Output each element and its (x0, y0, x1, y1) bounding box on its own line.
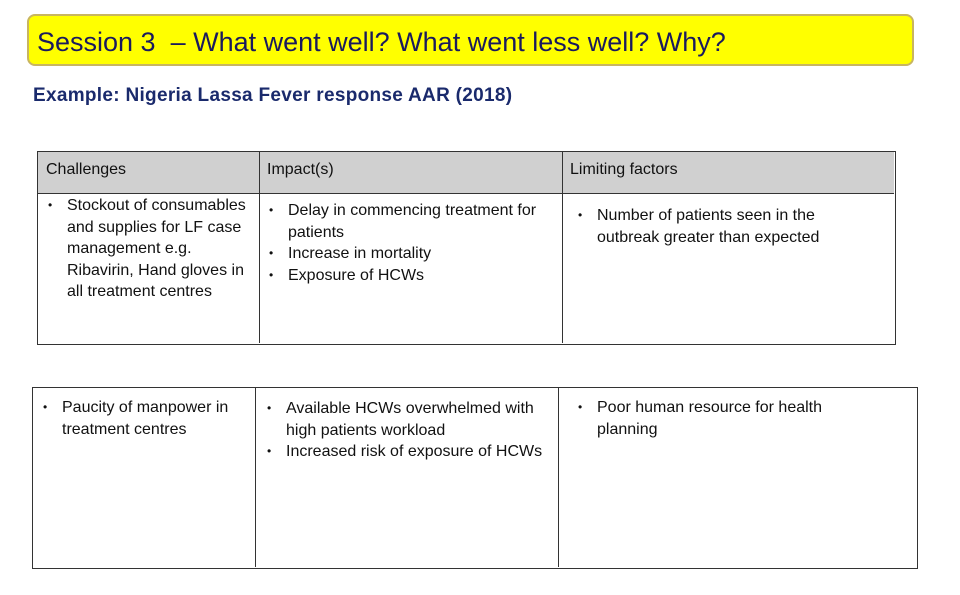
table-1: Challenges Impact(s) Limiting factors St… (37, 151, 896, 345)
bullet-list: Stockout of consumables and supplies for… (46, 195, 258, 303)
header-cell: Limiting factors (570, 161, 678, 178)
bullet-list: Delay in commencing treatment for patien… (267, 200, 557, 286)
bullet-item: Paucity of manpower in treatment centres (43, 397, 251, 440)
bullet-item: Exposure of HCWs (269, 265, 557, 287)
column-rule (255, 388, 256, 567)
title-box: Session 3 – What went well? What went le… (27, 14, 914, 66)
column-rule (562, 152, 563, 343)
bullet-list: Poor human resource for health planning (576, 397, 866, 440)
header-cell: Challenges (46, 161, 127, 178)
bullet-item: Number of patients seen in the outbreak … (578, 205, 866, 248)
cell: Poor human resource for health planning (576, 397, 866, 440)
bullet-list: Number of patients seen in the outbreak … (576, 205, 866, 248)
cell: Stockout of consumables and supplies for… (46, 195, 258, 303)
table-2: Paucity of manpower in treatment centres… (32, 387, 918, 569)
cell: Available HCWs overwhelmed with high pat… (265, 398, 550, 463)
cell: Number of patients seen in the outbreak … (576, 205, 866, 248)
bullet-item: Poor human resource for health planning (578, 397, 866, 440)
bullet-item: Increased risk of exposure of HCWs (267, 441, 550, 463)
column-rule (259, 152, 260, 343)
cell: Delay in commencing treatment for patien… (267, 200, 557, 286)
title: Session 3 – What went well? What went le… (37, 27, 726, 57)
bullet-list: Available HCWs overwhelmed with high pat… (265, 398, 550, 463)
bullet-list: Paucity of manpower in treatment centres (41, 397, 251, 440)
header-cell: Impact(s) (267, 161, 334, 178)
cell: Paucity of manpower in treatment centres (41, 397, 251, 440)
bullet-item: Stockout of consumables and supplies for… (48, 195, 258, 303)
bullet-item: Increase in mortality (269, 243, 557, 265)
column-rule (558, 388, 559, 567)
subtitle: Example: Nigeria Lassa Fever response AA… (33, 85, 513, 106)
header-row (38, 152, 894, 194)
bullet-item: Delay in commencing treatment for patien… (269, 200, 557, 243)
bullet-item: Available HCWs overwhelmed with high pat… (267, 398, 550, 441)
